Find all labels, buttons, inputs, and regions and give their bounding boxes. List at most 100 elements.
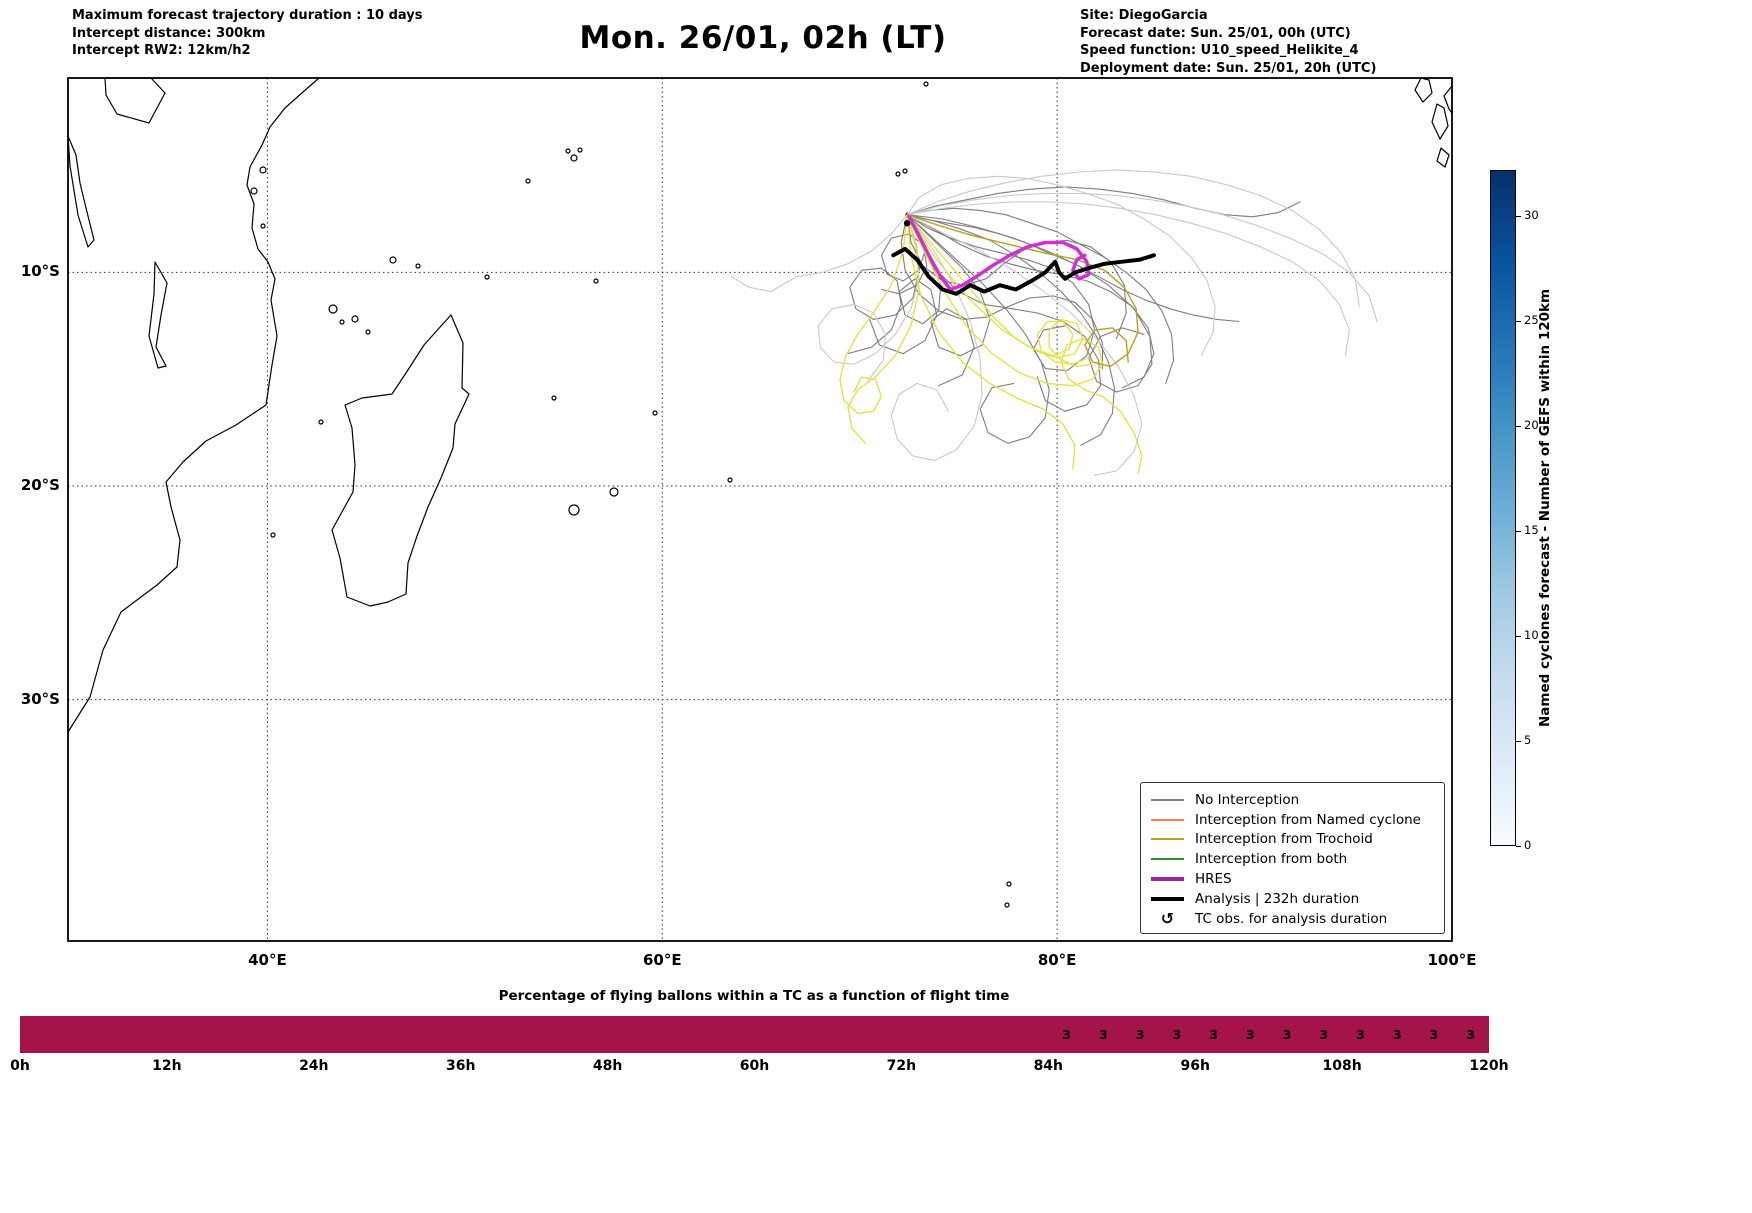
trajectory-trochoid [906,214,1094,368]
legend-item: No Interception [1151,790,1434,810]
island [365,329,371,335]
colorbar-tick-label: 30 [1524,208,1539,223]
island [389,256,397,264]
deployment-date: Deployment date: Sun. 25/01, 20h (UTC) [1080,60,1377,76]
bar-count-label: 3 [1245,1027,1255,1042]
bar-count-label: 3 [1356,1027,1365,1042]
colorbar-tick-label: 0 [1524,838,1532,852]
trajectory-trochoid [847,214,920,444]
island [259,166,267,174]
bar-count-label: 3 [1466,1027,1475,1042]
tc-obs-icon: ↺ [1160,908,1175,928]
param-intercept-distance: Intercept distance: 300km [72,25,266,41]
flight-time-tick-label: 108h [1322,1058,1362,1074]
island [318,419,324,425]
legend-line-swatch [1151,798,1184,801]
island [260,223,266,229]
deployment-site-marker [903,220,911,227]
colorbar-tick-mark [1516,320,1521,322]
trajectory-layer [730,169,1378,476]
bar-count-label: 3 [1172,1027,1182,1042]
trajectory-no-interception-faint [906,169,1360,308]
longitude-tick-label: 40°E [248,951,287,969]
trajectory-no-interception-faint [906,192,1378,323]
trajectory-no-interception [906,214,1153,393]
bar-count-label: 3 [1099,1027,1108,1042]
lake-malawi [148,261,168,369]
colorbar-tick-mark [1516,425,1521,427]
flight-time-tick-label: 120h [1469,1058,1509,1074]
longitude-tick-label: 100°E [1427,951,1477,969]
trajectory-analysis [891,246,1156,296]
island [270,532,276,538]
coastline-sumatra-fragment [1436,147,1450,168]
trajectory-trochoid [906,214,1143,474]
island [923,81,929,87]
island [551,395,557,401]
legend-line-swatch [1151,838,1184,841]
flight-time-tick-label: 36h [445,1058,476,1074]
legend-item: Interception from Named cyclone [1151,810,1434,830]
island [484,274,490,280]
island [1006,881,1012,887]
trajectory-trochoid [906,214,1090,365]
legend-item-label: HRES [1195,871,1232,888]
colorbar-tick-label: 20 [1524,418,1539,433]
flight-time-tick-label: 60h [739,1058,770,1074]
flight-time-tick-label: 0h [10,1058,30,1074]
island [652,410,658,416]
island [727,477,733,483]
bar-count-label: 3 [1062,1027,1072,1042]
legend-item: Analysis | 232h duration [1151,889,1434,909]
forecast-date: Forecast date: Sun. 25/01, 00h (UTC) [1080,25,1351,41]
legend-line-swatch [1151,877,1184,882]
island [351,315,359,323]
grid-layer [68,78,1452,941]
param-trajectory-duration: Maximum forecast trajectory duration : 1… [72,8,423,23]
bar-count-label: 3 [1429,1027,1439,1042]
island [895,171,901,177]
legend-item-label: No Interception [1195,791,1300,808]
colorbar-tick-mark [1516,740,1521,742]
legend-item: Interception from Trochoid [1151,830,1434,850]
legend-item-label: TC obs. for analysis duration [1195,910,1388,927]
legend-item: ↺ TC obs. for analysis duration [1151,909,1434,929]
island [1004,902,1010,908]
longitude-tick-label: 80°E [1037,951,1077,969]
lake-tanganyika [67,135,95,248]
bar-count-label: 3 [1392,1027,1402,1042]
trajectory-no-interception-faint [906,175,1216,357]
legend: No Interception Interception from Named c… [1140,782,1445,934]
speed-function: Speed function: U10_speed_Helikite_4 [1080,43,1359,58]
lake-victoria [104,77,166,124]
island [568,504,580,516]
island [339,319,345,325]
param-intercept-rw2: Intercept RW2: 12km/h2 [72,43,251,58]
colorbar-tick-mark [1516,215,1521,217]
map-frame [67,77,1453,942]
small-islands [250,81,1012,908]
colorbar-tick-mark [1516,845,1521,847]
island [525,178,531,184]
trajectory-trochoid-dark [906,213,1139,368]
flight-time-tick-label: 72h [886,1058,917,1074]
trajectory-trochoid [839,214,908,415]
colorbar-tick-label: 10 [1524,628,1539,643]
trajectory-no-interception-faint [730,214,908,293]
coastline-sumatra-fragment [1414,77,1433,103]
flight-time-tick-label: 84h [1033,1058,1064,1074]
tc-percentage-bar [20,1016,1489,1053]
legend-line-swatch [1151,896,1184,901]
trajectory-hres [907,215,1091,292]
colorbar [1490,170,1516,846]
legend-item-label: Interception from Trochoid [1195,831,1373,848]
island [328,304,338,314]
trajectory-trochoid [906,214,1076,470]
latitude-tick-label: 10°S [20,262,60,281]
legend-item-label: Interception from Named cyclone [1195,811,1421,828]
coastline-east-africa [67,77,320,733]
island [609,487,619,497]
colorbar-tick-label: 15 [1524,523,1539,538]
